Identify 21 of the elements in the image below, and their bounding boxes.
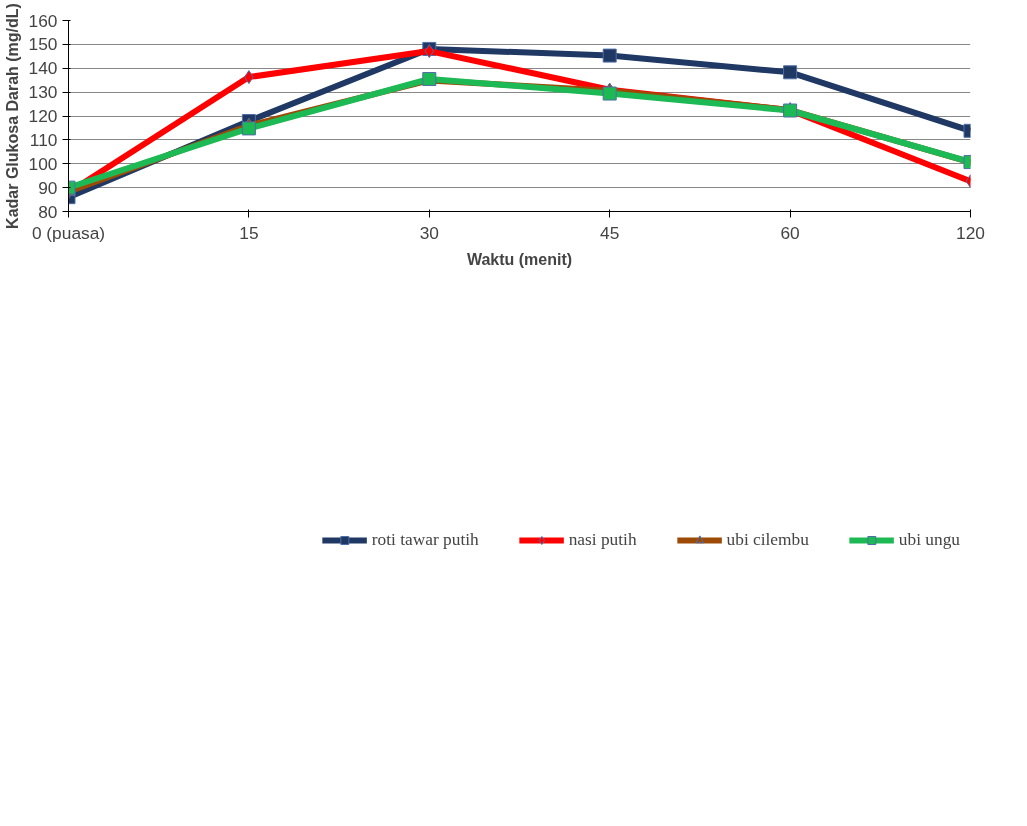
- y-tick-label: 140: [28, 58, 58, 79]
- legend-label: ubi cilembu: [726, 530, 809, 550]
- legend-label: roti tawar putih: [371, 530, 479, 550]
- legend-label: nasi putih: [568, 530, 637, 550]
- y-tick-label: 130: [28, 82, 58, 103]
- x-tick-label: 30: [419, 222, 439, 243]
- x-tick-label: 45: [600, 222, 620, 243]
- x-axis-title: Waktu (menit): [466, 250, 573, 268]
- legend-label: ubi ungu: [898, 530, 960, 550]
- y-tick-label: 150: [28, 34, 58, 55]
- y-tick-label: 80: [38, 201, 58, 222]
- y-tick-label: 90: [38, 177, 58, 198]
- y-tick-label: 160: [28, 10, 58, 31]
- y-tick-label: 100: [28, 153, 58, 174]
- x-tick-label: 15: [239, 222, 259, 243]
- x-tick-label: 120: [956, 222, 985, 243]
- y-tick-label: 120: [28, 106, 58, 126]
- x-tick-label: 0 (puasa): [31, 222, 106, 243]
- y-tick-label: 110: [29, 129, 58, 150]
- y-axis-title: Kadar Glukosa Darah (mg/dL): [3, 3, 21, 229]
- x-tick-label: 60: [780, 222, 800, 243]
